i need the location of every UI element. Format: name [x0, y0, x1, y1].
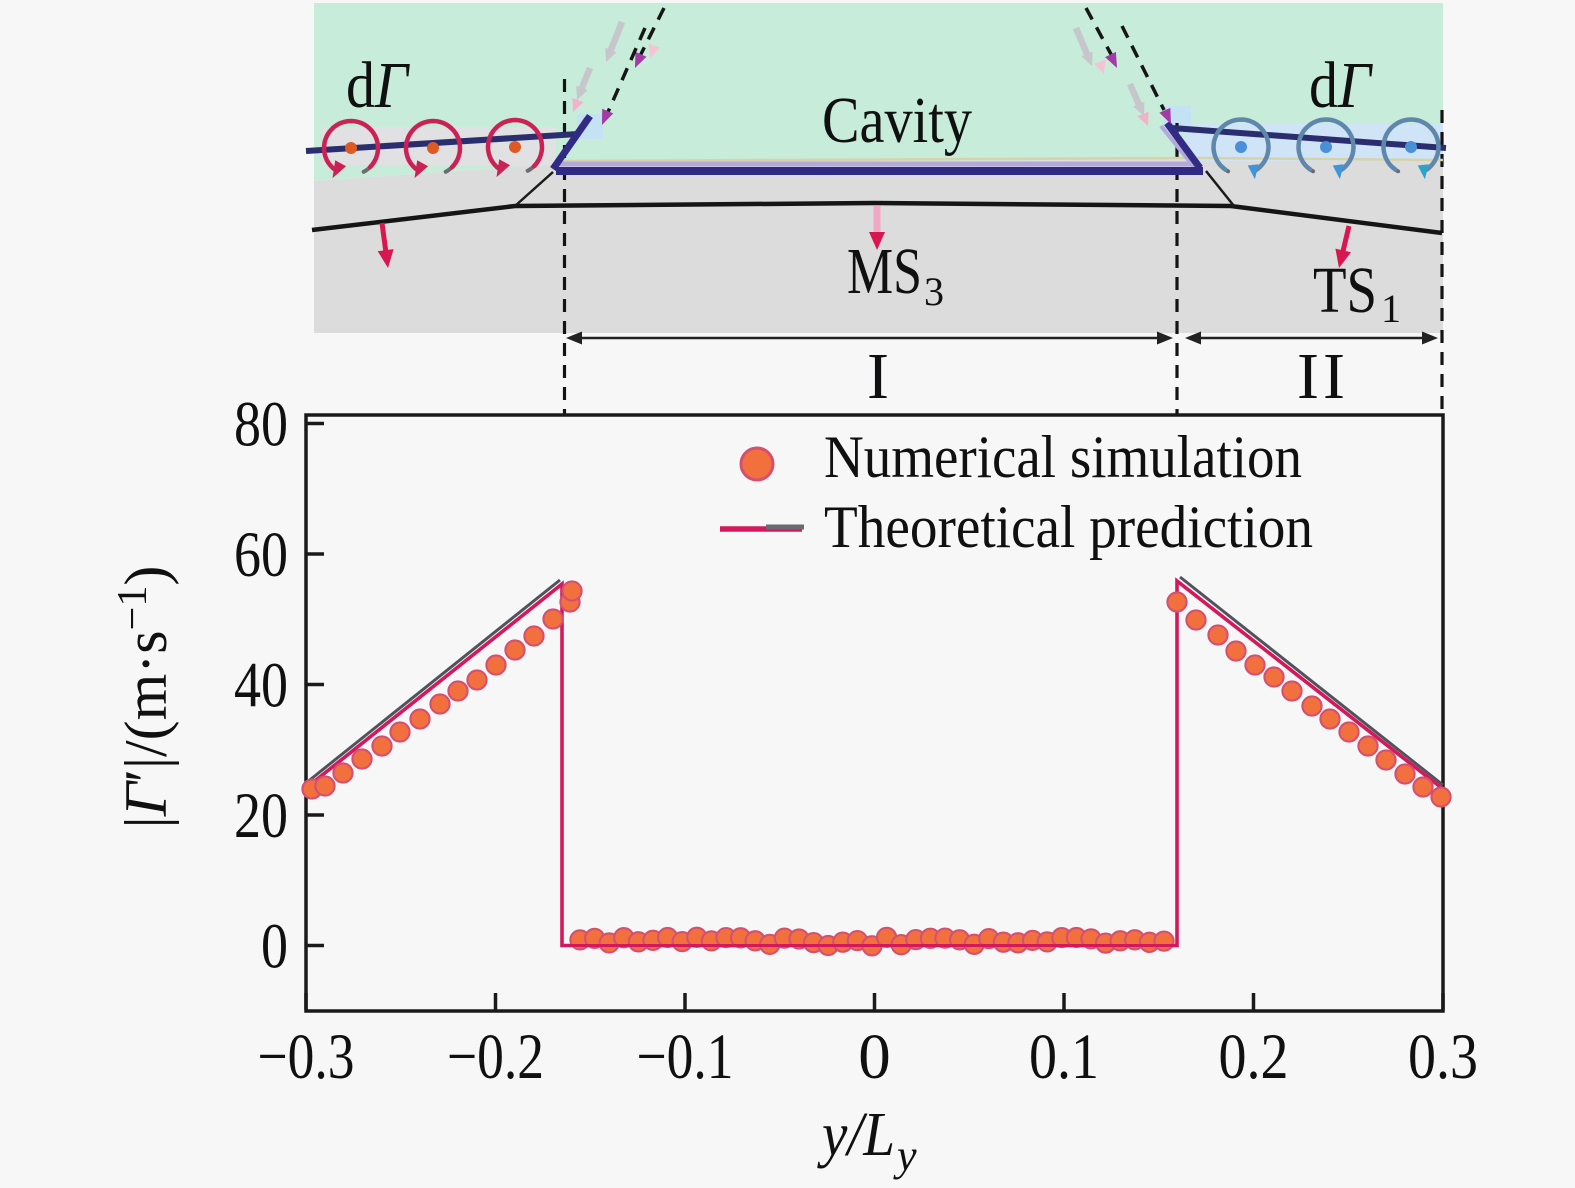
svg-text:Cavity: Cavity — [822, 84, 972, 157]
svg-text:TS: TS — [1313, 254, 1377, 327]
svg-text:60: 60 — [234, 519, 288, 591]
svg-text:y/L: y/L — [816, 1101, 895, 1169]
svg-text:dΓ: dΓ — [1309, 49, 1373, 122]
svg-text:I: I — [867, 340, 889, 413]
svg-text:Numerical simulation: Numerical simulation — [824, 424, 1302, 490]
svg-text:0.1: 0.1 — [1029, 1021, 1099, 1093]
svg-text:0: 0 — [261, 911, 288, 983]
svg-text:3: 3 — [924, 269, 944, 314]
svg-text:MS: MS — [847, 235, 922, 308]
svg-text:−0.2: −0.2 — [447, 1021, 544, 1093]
svg-text:0.2: 0.2 — [1219, 1021, 1289, 1093]
svg-text:80: 80 — [234, 389, 288, 461]
svg-text:dΓ: dΓ — [346, 49, 410, 122]
svg-text:0: 0 — [858, 1021, 891, 1093]
svg-text:0.3: 0.3 — [1408, 1021, 1478, 1093]
svg-text:−0.1: −0.1 — [637, 1021, 734, 1093]
svg-text:|Γ′|/(m·s−1): |Γ′|/(m·s−1) — [110, 566, 179, 829]
svg-text:y: y — [893, 1131, 917, 1180]
svg-text:−0.3: −0.3 — [258, 1021, 355, 1093]
svg-text:40: 40 — [234, 650, 288, 722]
svg-text:20: 20 — [234, 780, 288, 852]
svg-text:1: 1 — [1381, 286, 1401, 331]
svg-text:II: II — [1297, 340, 1349, 413]
svg-text:Theoretical prediction: Theoretical prediction — [824, 494, 1313, 560]
